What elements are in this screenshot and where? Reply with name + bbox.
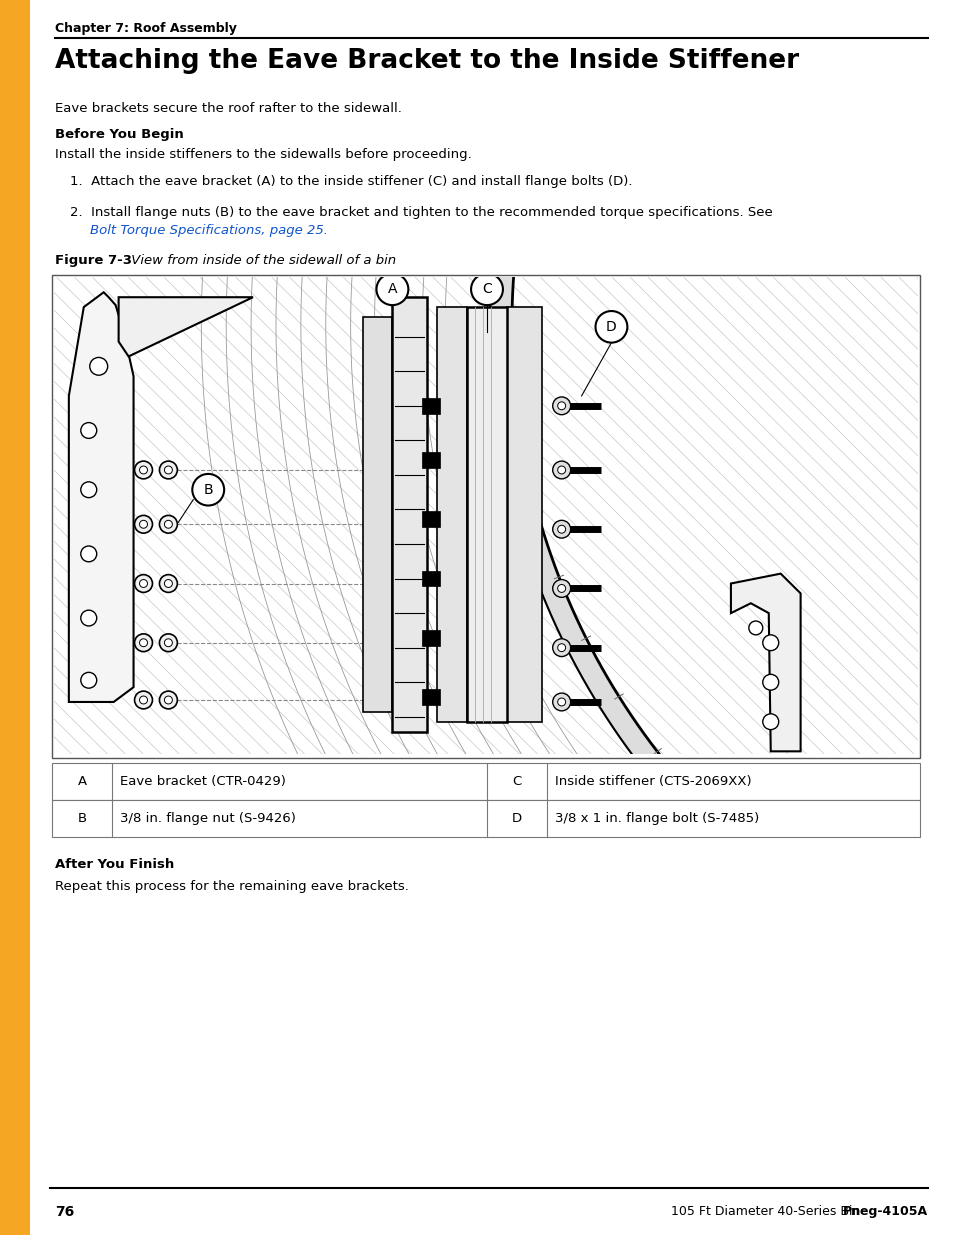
Circle shape [134, 515, 152, 534]
Circle shape [159, 515, 177, 534]
Text: Repeat this process for the remaining eave brackets.: Repeat this process for the remaining ea… [55, 881, 409, 893]
Bar [436, 308, 467, 721]
Bar [422, 571, 439, 587]
Text: C: C [512, 776, 521, 788]
Circle shape [134, 634, 152, 652]
Circle shape [164, 579, 172, 588]
Bar [0, 0, 30, 1235]
Circle shape [558, 466, 565, 474]
Circle shape [164, 466, 172, 474]
Text: Eave bracket (CTR-0429): Eave bracket (CTR-0429) [120, 776, 286, 788]
Circle shape [595, 311, 627, 342]
Bar [362, 317, 392, 711]
Text: Eave brackets secure the roof rafter to the sidewall.: Eave brackets secure the roof rafter to … [55, 103, 401, 115]
Bar [467, 308, 506, 721]
Text: 105 Ft Diameter 40-Series Bin: 105 Ft Diameter 40-Series Bin [666, 1205, 859, 1218]
Circle shape [139, 520, 148, 529]
Text: B: B [77, 811, 87, 825]
Circle shape [134, 574, 152, 593]
Circle shape [90, 357, 108, 375]
Text: 76: 76 [55, 1205, 74, 1219]
Polygon shape [118, 298, 253, 357]
Circle shape [552, 520, 570, 538]
Text: D: D [605, 320, 617, 333]
Circle shape [139, 466, 148, 474]
Circle shape [376, 273, 408, 305]
Text: 3/8 x 1 in. flange bolt (S-7485): 3/8 x 1 in. flange bolt (S-7485) [555, 811, 759, 825]
Circle shape [193, 474, 224, 505]
Text: View from inside of the sidewall of a bin: View from inside of the sidewall of a bi… [127, 254, 395, 267]
Text: After You Finish: After You Finish [55, 858, 174, 871]
Circle shape [552, 579, 570, 598]
Text: Install the inside stiffeners to the sidewalls before proceeding.: Install the inside stiffeners to the sid… [55, 148, 471, 161]
Bar [52, 763, 919, 800]
Circle shape [762, 714, 778, 730]
Circle shape [81, 422, 96, 438]
Circle shape [762, 635, 778, 651]
Bar [422, 511, 439, 527]
Bar [422, 398, 439, 414]
Bar [506, 308, 541, 721]
Circle shape [558, 698, 565, 706]
Bar [422, 630, 439, 646]
Text: C: C [481, 283, 492, 296]
Circle shape [552, 461, 570, 479]
Polygon shape [490, 212, 953, 1041]
Circle shape [134, 461, 152, 479]
Circle shape [81, 482, 96, 498]
Circle shape [552, 693, 570, 711]
Polygon shape [69, 293, 133, 701]
Circle shape [159, 574, 177, 593]
Circle shape [139, 697, 148, 704]
Bar [52, 275, 919, 758]
Text: Attaching the Eave Bracket to the Inside Stiffener: Attaching the Eave Bracket to the Inside… [55, 48, 799, 74]
Circle shape [134, 692, 152, 709]
Circle shape [159, 461, 177, 479]
Circle shape [552, 396, 570, 415]
Circle shape [164, 697, 172, 704]
Text: A: A [387, 283, 396, 296]
Circle shape [748, 621, 762, 635]
Text: Inside stiffener (CTS-2069XX): Inside stiffener (CTS-2069XX) [555, 776, 751, 788]
Circle shape [558, 643, 565, 652]
Bar [422, 689, 439, 705]
Circle shape [81, 546, 96, 562]
Text: 1.  Attach the eave bracket (A) to the inside stiffener (C) and install flange b: 1. Attach the eave bracket (A) to the in… [70, 175, 632, 188]
Circle shape [159, 692, 177, 709]
Text: 3/8 in. flange nut (S-9426): 3/8 in. flange nut (S-9426) [120, 811, 295, 825]
Bar [52, 800, 919, 837]
Bar [422, 452, 439, 468]
Text: 2.  Install flange nuts (B) to the eave bracket and tighten to the recommended t: 2. Install flange nuts (B) to the eave b… [70, 206, 772, 219]
Text: Pneg-4105A: Pneg-4105A [842, 1205, 927, 1218]
Polygon shape [730, 573, 800, 751]
Text: Chapter 7: Roof Assembly: Chapter 7: Roof Assembly [55, 22, 236, 35]
Circle shape [164, 520, 172, 529]
Circle shape [558, 525, 565, 534]
Bar [392, 298, 427, 731]
Circle shape [558, 584, 565, 593]
Circle shape [81, 610, 96, 626]
Text: B: B [203, 483, 213, 496]
Circle shape [552, 638, 570, 657]
Circle shape [81, 672, 96, 688]
Text: Bolt Torque Specifications, page 25.: Bolt Torque Specifications, page 25. [90, 224, 328, 237]
Circle shape [139, 579, 148, 588]
Text: Before You Begin: Before You Begin [55, 128, 184, 141]
Circle shape [139, 638, 148, 647]
Circle shape [164, 638, 172, 647]
Circle shape [558, 401, 565, 410]
Text: A: A [77, 776, 87, 788]
Text: Figure 7-3: Figure 7-3 [55, 254, 132, 267]
Circle shape [762, 674, 778, 690]
Text: D: D [512, 811, 521, 825]
Circle shape [471, 273, 502, 305]
Circle shape [159, 634, 177, 652]
